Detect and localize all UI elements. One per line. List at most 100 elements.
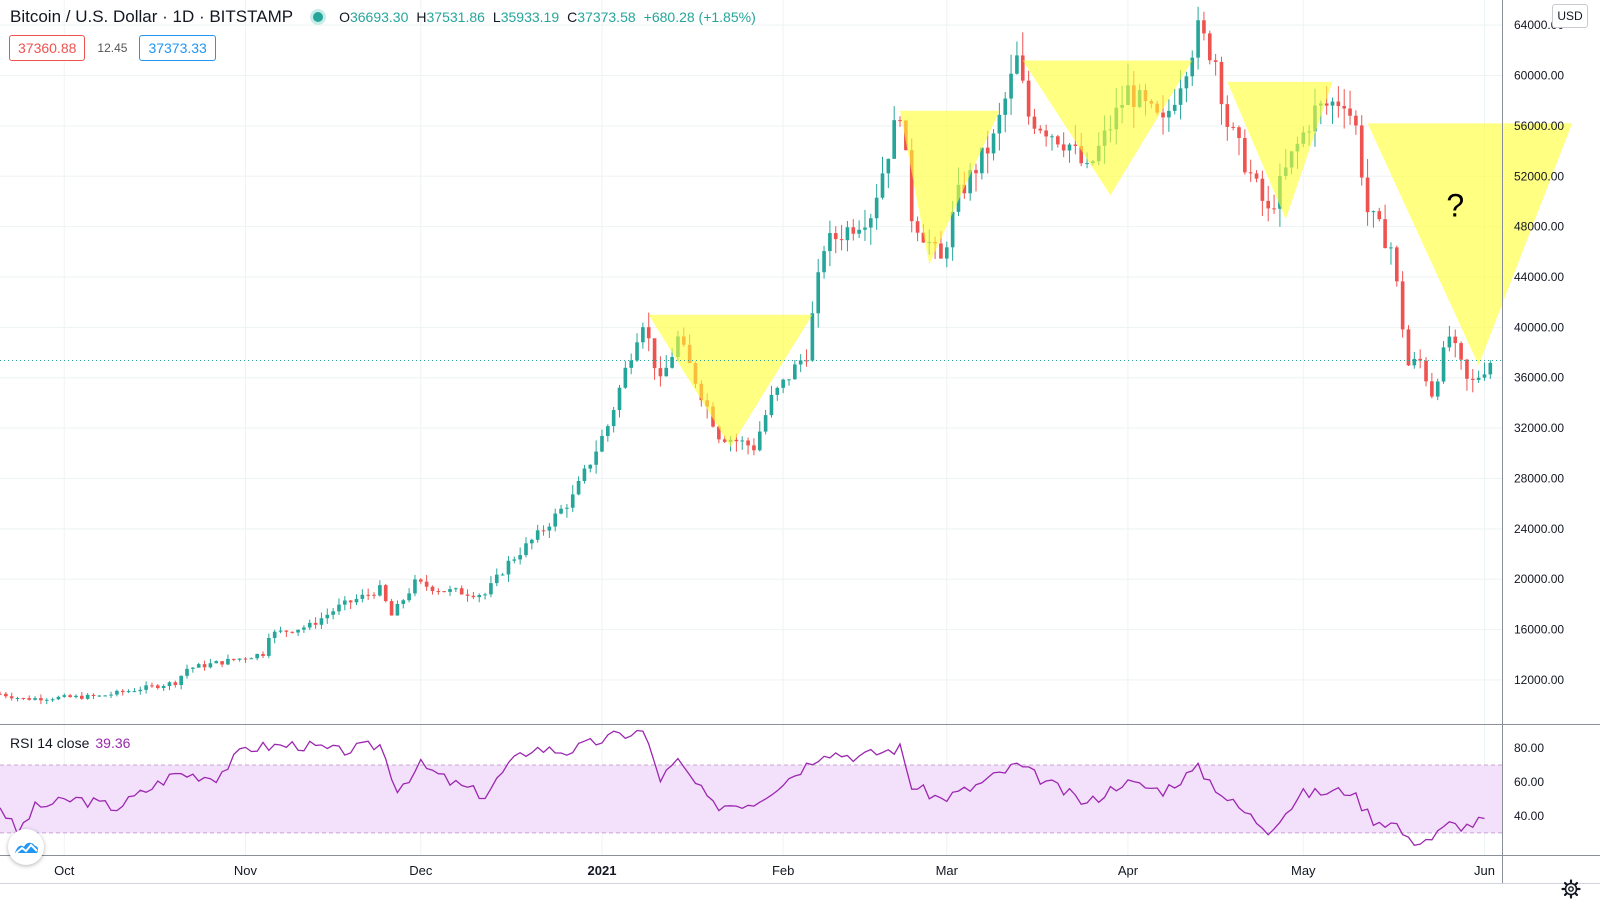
candle: [641, 322, 645, 349]
candle: [1207, 30, 1212, 65]
candle: [1015, 41, 1019, 75]
candle: [27, 695, 32, 701]
candle: [833, 226, 838, 254]
candle: [185, 664, 189, 679]
candle: [1482, 362, 1487, 381]
candle: [85, 692, 90, 700]
candle: [15, 696, 20, 702]
candle: [559, 504, 563, 515]
candle: [793, 359, 797, 380]
candle: [1225, 95, 1230, 141]
x-tick-label: 2021: [588, 863, 617, 878]
rsi-legend-label: RSI 14 close: [10, 735, 90, 751]
candle: [775, 386, 780, 401]
candle: [886, 158, 891, 189]
candle: [150, 682, 154, 688]
candle: [1476, 370, 1481, 383]
candle: [354, 594, 359, 606]
candle: [255, 653, 259, 661]
candle: [296, 629, 300, 637]
candle: [401, 598, 406, 609]
candle: [787, 379, 791, 386]
candle: [1038, 125, 1043, 134]
candle: [1032, 108, 1037, 134]
triangle-annotation[interactable]: [1227, 81, 1333, 220]
candle: [1383, 204, 1387, 249]
spread-value: 12.45: [97, 41, 128, 55]
triangle-annotation[interactable]: [1022, 60, 1193, 196]
candle: [9, 692, 14, 701]
candle: [839, 224, 844, 251]
candle: [489, 576, 493, 598]
candle: [606, 424, 610, 442]
gear-icon[interactable]: [1561, 879, 1581, 899]
candle: [33, 696, 37, 701]
rsi-legend[interactable]: RSI 14 close 39.36: [10, 735, 130, 751]
rsi-legend-value: 39.36: [95, 735, 131, 751]
question-mark-annotation[interactable]: ?: [1446, 188, 1464, 224]
candle: [617, 384, 622, 418]
candle: [623, 361, 628, 389]
candle: [512, 556, 517, 564]
candle: [1003, 92, 1008, 133]
candle: [763, 409, 768, 435]
candle: [1394, 245, 1399, 287]
high-number: 37531.86: [426, 9, 485, 25]
candle: [857, 220, 861, 239]
candle: [553, 508, 558, 532]
low-value: L35933.19: [493, 9, 559, 25]
x-tick-label: Mar: [936, 863, 959, 878]
candle: [62, 693, 67, 698]
x-tick-label: Apr: [1118, 863, 1139, 878]
candle: [1354, 110, 1358, 135]
candle: [144, 681, 148, 694]
candle: [1330, 97, 1335, 124]
triangle-annotation[interactable]: [1367, 123, 1573, 366]
sell-button[interactable]: 37360.88: [9, 35, 86, 61]
close-number: 37373.58: [577, 9, 636, 25]
candle: [366, 588, 371, 600]
candle: [442, 590, 446, 593]
candle: [822, 245, 826, 279]
candle: [220, 661, 224, 668]
candle: [407, 588, 411, 603]
candle: [1371, 210, 1376, 228]
low-number: 35933.19: [500, 9, 560, 25]
triangle-annotation[interactable]: [648, 314, 813, 447]
candle: [1447, 325, 1452, 352]
open-label: O: [339, 9, 350, 25]
candle: [1190, 50, 1195, 87]
candle: [290, 631, 295, 634]
candle: [1459, 341, 1463, 370]
y-tick-label: 24000.00: [1514, 522, 1564, 536]
x-tick-label: Oct: [54, 863, 75, 878]
candle: [389, 598, 394, 616]
candle: [103, 695, 108, 697]
candle: [331, 608, 335, 620]
candle: [74, 694, 78, 699]
triangle-annotation[interactable]: [900, 110, 1000, 265]
symbol-title[interactable]: Bitcoin / U.S. Dollar · 1D · BITSTAMP: [10, 7, 294, 26]
y-tick-label: 60000.00: [1514, 69, 1564, 83]
buy-button[interactable]: 37373.33: [139, 35, 216, 61]
candle: [191, 667, 195, 673]
candle: [418, 578, 423, 585]
y-tick-label: 16000.00: [1514, 623, 1564, 637]
candle: [1365, 159, 1370, 226]
candle: [1184, 71, 1189, 103]
candle: [448, 585, 452, 596]
candle: [1389, 242, 1393, 265]
candle: [44, 698, 49, 705]
exchange: BITSTAMP: [209, 7, 294, 26]
candle: [80, 692, 84, 700]
candle: [325, 608, 330, 624]
currency-button[interactable]: USD: [1552, 4, 1588, 28]
rsi-tick-label: 40.00: [1514, 809, 1544, 823]
status-dot-icon: [313, 12, 324, 22]
tradingview-logo-icon[interactable]: [8, 829, 44, 865]
candle: [459, 585, 464, 595]
candle: [1202, 11, 1206, 41]
candle: [249, 657, 254, 660]
low-label: L: [492, 9, 501, 25]
